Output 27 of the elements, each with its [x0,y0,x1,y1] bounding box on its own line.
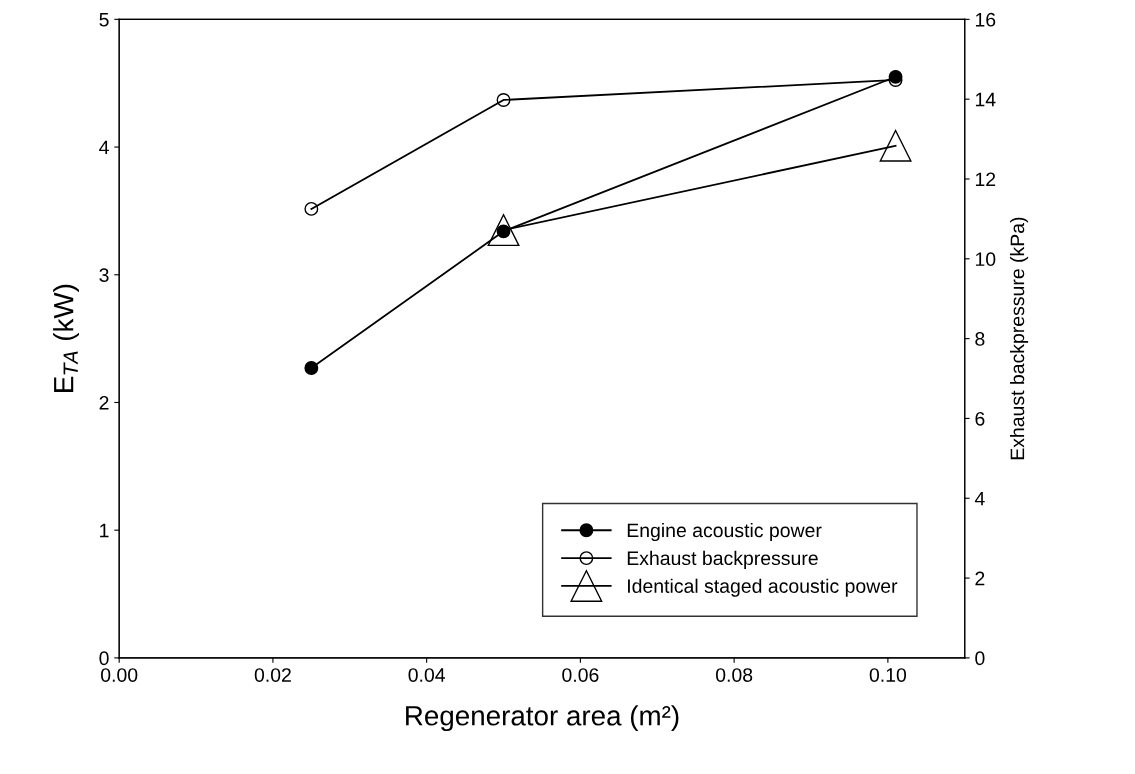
legend-label: Engine acoustic power [627,522,822,542]
y2-axis-title: Exhaust backpressure (kPa) [1009,217,1029,460]
x-tick-label: 0.02 [254,668,291,682]
y-tick-label: 2 [99,395,109,410]
x-tick-label: 0.00 [101,668,138,682]
y2-tick-label: 14 [975,92,996,107]
legend-label: Identical staged acoustic power [628,578,898,597]
y2-tick-label: 0 [975,651,985,666]
x-tick-label: 0.06 [562,668,599,682]
y-tick-label: 3 [99,268,109,283]
y-tick-label: 5 [99,13,109,27]
x-axis-title: Regenerator area (m²) [406,705,679,732]
x-tick-label: 0.04 [408,668,446,682]
x-tick-label: 0.08 [715,668,753,682]
legend-label: Exhaust backpressure [627,550,818,569]
x-tick-label: 0.10 [869,668,907,682]
y2-tick-label: 16 [975,12,996,27]
y2-tick-label: 6 [975,411,985,426]
y-tick-label: 1 [100,523,109,538]
y2-tick-label: 10 [975,252,996,267]
y2-tick-label: 4 [974,491,985,506]
y2-tick-label: 2 [975,571,985,586]
y2-tick-label: 12 [975,172,996,187]
y-tick-label: 0 [99,651,109,666]
y-tick-label: 4 [99,140,109,155]
y2-tick-label: 8 [975,332,985,346]
y-axis-title: E$_{TA}$ (kW) [53,284,79,392]
